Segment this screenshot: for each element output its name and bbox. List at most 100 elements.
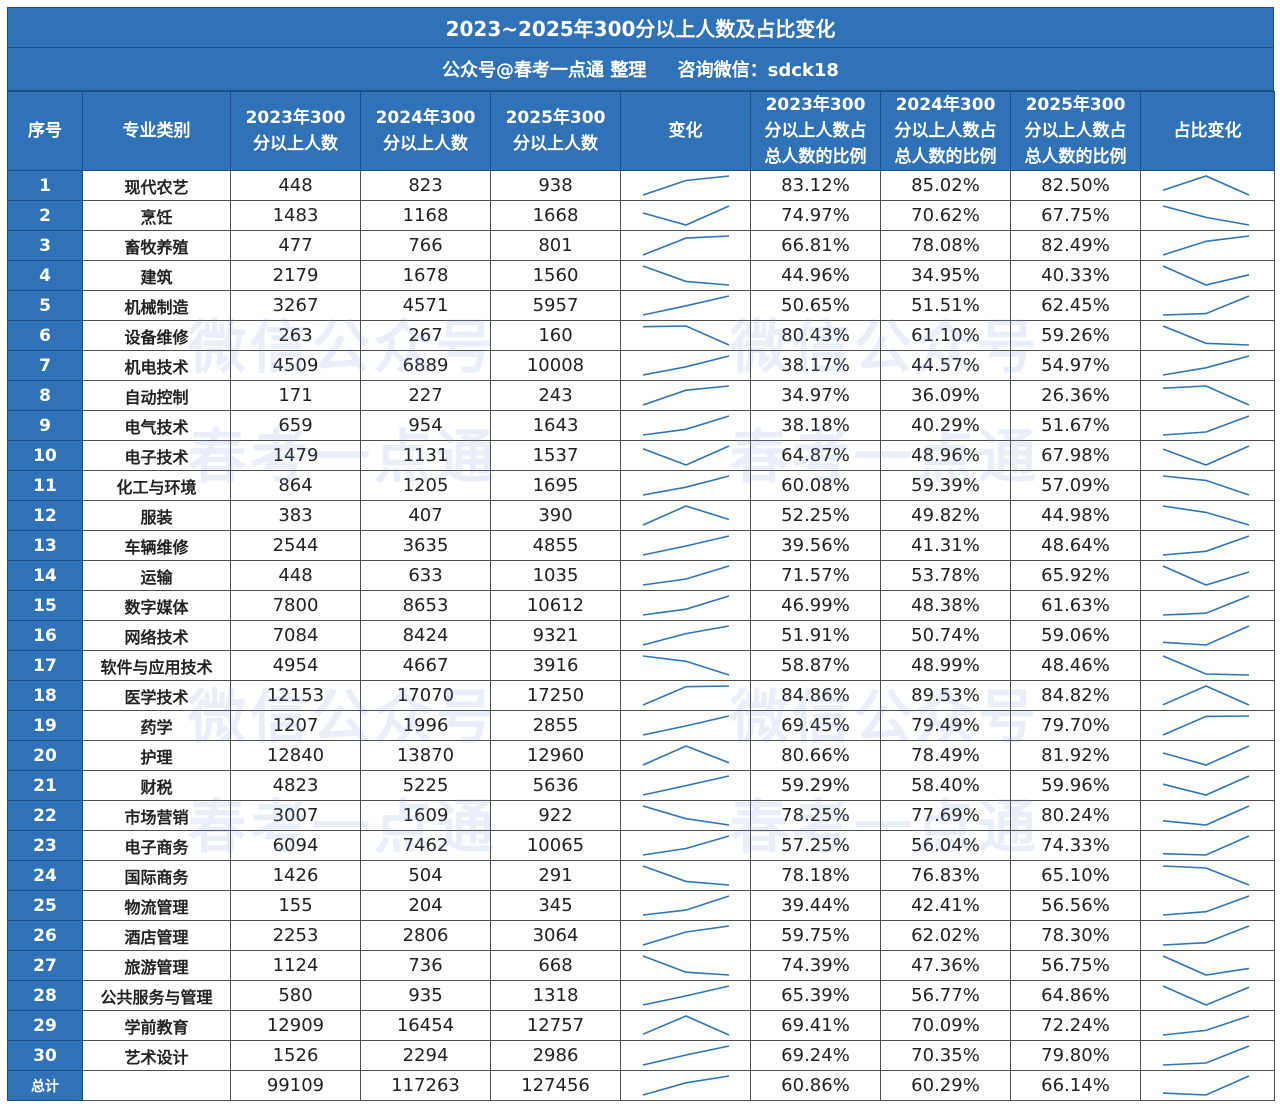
row-index: 5 bbox=[7, 290, 83, 321]
ratio-2024: 44.57% bbox=[880, 350, 1011, 381]
ratio-2023: 52.25% bbox=[750, 500, 881, 531]
table-row: 28 公共服务与管理 580 935 1318 65.39% 56.77% 64.86% bbox=[7, 980, 1275, 1011]
count-2023: 3267 bbox=[230, 290, 361, 321]
ratio-2023: 59.75% bbox=[750, 920, 881, 951]
count-2023: 1479 bbox=[230, 440, 361, 471]
ratio-2025: 79.80% bbox=[1010, 1040, 1141, 1071]
sparkline-line bbox=[642, 835, 730, 856]
count-2023: 12840 bbox=[230, 740, 361, 771]
count-2023: 580 bbox=[230, 980, 361, 1011]
sparkline-chart bbox=[642, 175, 730, 196]
sparkline-line bbox=[1162, 805, 1250, 826]
count-change-sparkline bbox=[620, 560, 751, 591]
table-body: 1 现代农艺 448 823 938 83.12% 85.02% 82.50% 2 烹饪 1483 1… bbox=[7, 170, 1275, 1101]
count-change-sparkline bbox=[620, 740, 751, 771]
stats-table: 序号 专业类别 2023年300分以上人数 2024年300分以上人数 2025… bbox=[7, 91, 1275, 1101]
count-2024: 736 bbox=[360, 950, 491, 981]
count-2023: 2179 bbox=[230, 260, 361, 291]
row-index: 28 bbox=[7, 980, 83, 1011]
ratio-2024: 56.04% bbox=[880, 830, 1011, 861]
sparkline-line bbox=[642, 925, 730, 946]
ratio-change-sparkline bbox=[1140, 890, 1275, 921]
ratio-2025: 62.45% bbox=[1010, 290, 1141, 321]
count-2023: 171 bbox=[230, 380, 361, 411]
sparkline-chart bbox=[1162, 655, 1250, 676]
ratio-2025: 72.24% bbox=[1010, 1010, 1141, 1041]
ratio-2024: 47.36% bbox=[880, 950, 1011, 981]
ratio-2023: 38.18% bbox=[750, 410, 881, 441]
sparkline-line bbox=[642, 625, 730, 646]
ratio-2025: 51.67% bbox=[1010, 410, 1141, 441]
subtitle-text: 公众号@春考一点通 整理 咨询微信：sdck18 bbox=[442, 60, 839, 81]
sparkline-line bbox=[1162, 595, 1250, 616]
sparkline-line bbox=[1162, 625, 1250, 646]
major-name: 运输 bbox=[82, 560, 231, 591]
count-2025: 9321 bbox=[490, 620, 621, 651]
count-2025: 1695 bbox=[490, 470, 621, 501]
ratio-2023: 66.81% bbox=[750, 230, 881, 261]
table-row: 7 机电技术 4509 6889 10008 38.17% 44.57% 54.97% bbox=[7, 350, 1275, 381]
row-index: 15 bbox=[7, 590, 83, 621]
count-2024: 227 bbox=[360, 380, 491, 411]
count-change-sparkline bbox=[620, 410, 751, 441]
count-change-sparkline bbox=[620, 590, 751, 621]
row-index: 29 bbox=[7, 1010, 83, 1041]
count-2024: 633 bbox=[360, 560, 491, 591]
count-2024: 766 bbox=[360, 230, 491, 261]
ratio-2024: 41.31% bbox=[880, 530, 1011, 561]
ratio-2024: 62.02% bbox=[880, 920, 1011, 951]
ratio-change-sparkline bbox=[1140, 1040, 1275, 1071]
table-row: 30 艺术设计 1526 2294 2986 69.24% 70.35% 79.80% bbox=[7, 1040, 1275, 1071]
table-row: 13 车辆维修 2544 3635 4855 39.56% 41.31% 48.64% bbox=[7, 530, 1275, 561]
major-name: 酒店管理 bbox=[82, 920, 231, 951]
count-change-sparkline bbox=[620, 1040, 751, 1071]
count-2024: 1678 bbox=[360, 260, 491, 291]
table-row: 21 财税 4823 5225 5636 59.29% 58.40% 59.96% bbox=[7, 770, 1275, 801]
sparkline-line bbox=[642, 1015, 730, 1036]
ratio-2023: 69.45% bbox=[750, 710, 881, 741]
row-index: 4 bbox=[7, 260, 83, 291]
sparkline-line bbox=[642, 415, 730, 436]
count-2024: 4571 bbox=[360, 290, 491, 321]
row-index: 30 bbox=[7, 1040, 83, 1071]
sparkline-line bbox=[642, 295, 730, 316]
sparkline-chart bbox=[1162, 625, 1250, 646]
major-name: 软件与应用技术 bbox=[82, 650, 231, 681]
count-2023: 1207 bbox=[230, 710, 361, 741]
ratio-change-sparkline bbox=[1140, 260, 1275, 291]
sparkline-line bbox=[642, 355, 730, 376]
count-2023: 448 bbox=[230, 170, 361, 201]
sparkline-chart bbox=[642, 685, 730, 706]
row-index: 21 bbox=[7, 770, 83, 801]
table-row: 5 机械制造 3267 4571 5957 50.65% 51.51% 62.45% bbox=[7, 290, 1275, 321]
header-ratio-2023: 2023年300分以上人数占总人数的比例 bbox=[750, 91, 881, 171]
row-index: 19 bbox=[7, 710, 83, 741]
sparkline-line bbox=[642, 535, 730, 556]
count-2023: 4823 bbox=[230, 770, 361, 801]
table-row: 2 烹饪 1483 1168 1668 74.97% 70.62% 67.75% bbox=[7, 200, 1275, 231]
ratio-change-sparkline bbox=[1140, 980, 1275, 1011]
count-2025: 801 bbox=[490, 230, 621, 261]
total-row: 总计 99109 117263 127456 60.86% 60.29% 66.14% bbox=[7, 1070, 1275, 1101]
sparkline-line bbox=[642, 805, 730, 826]
ratio-2023: 58.87% bbox=[750, 650, 881, 681]
table-row: 4 建筑 2179 1678 1560 44.96% 34.95% 40.33% bbox=[7, 260, 1275, 291]
sparkline-chart bbox=[1162, 895, 1250, 916]
major-name: 建筑 bbox=[82, 260, 231, 291]
count-change-sparkline bbox=[620, 650, 751, 681]
ratio-2025: 57.09% bbox=[1010, 470, 1141, 501]
ratio-2024: 85.02% bbox=[880, 170, 1011, 201]
count-2024: 1168 bbox=[360, 200, 491, 231]
count-2024: 407 bbox=[360, 500, 491, 531]
count-2023: 7084 bbox=[230, 620, 361, 651]
ratio-2024: 77.69% bbox=[880, 800, 1011, 831]
row-index: 1 bbox=[7, 170, 83, 201]
sparkline-chart bbox=[642, 715, 730, 736]
major-name: 医学技术 bbox=[82, 680, 231, 711]
count-2024: 13870 bbox=[360, 740, 491, 771]
sparkline-line bbox=[1162, 895, 1250, 916]
sparkline-line bbox=[642, 655, 730, 676]
ratio-2025: 59.26% bbox=[1010, 320, 1141, 351]
ratio-2024: 70.62% bbox=[880, 200, 1011, 231]
count-2025: 10065 bbox=[490, 830, 621, 861]
